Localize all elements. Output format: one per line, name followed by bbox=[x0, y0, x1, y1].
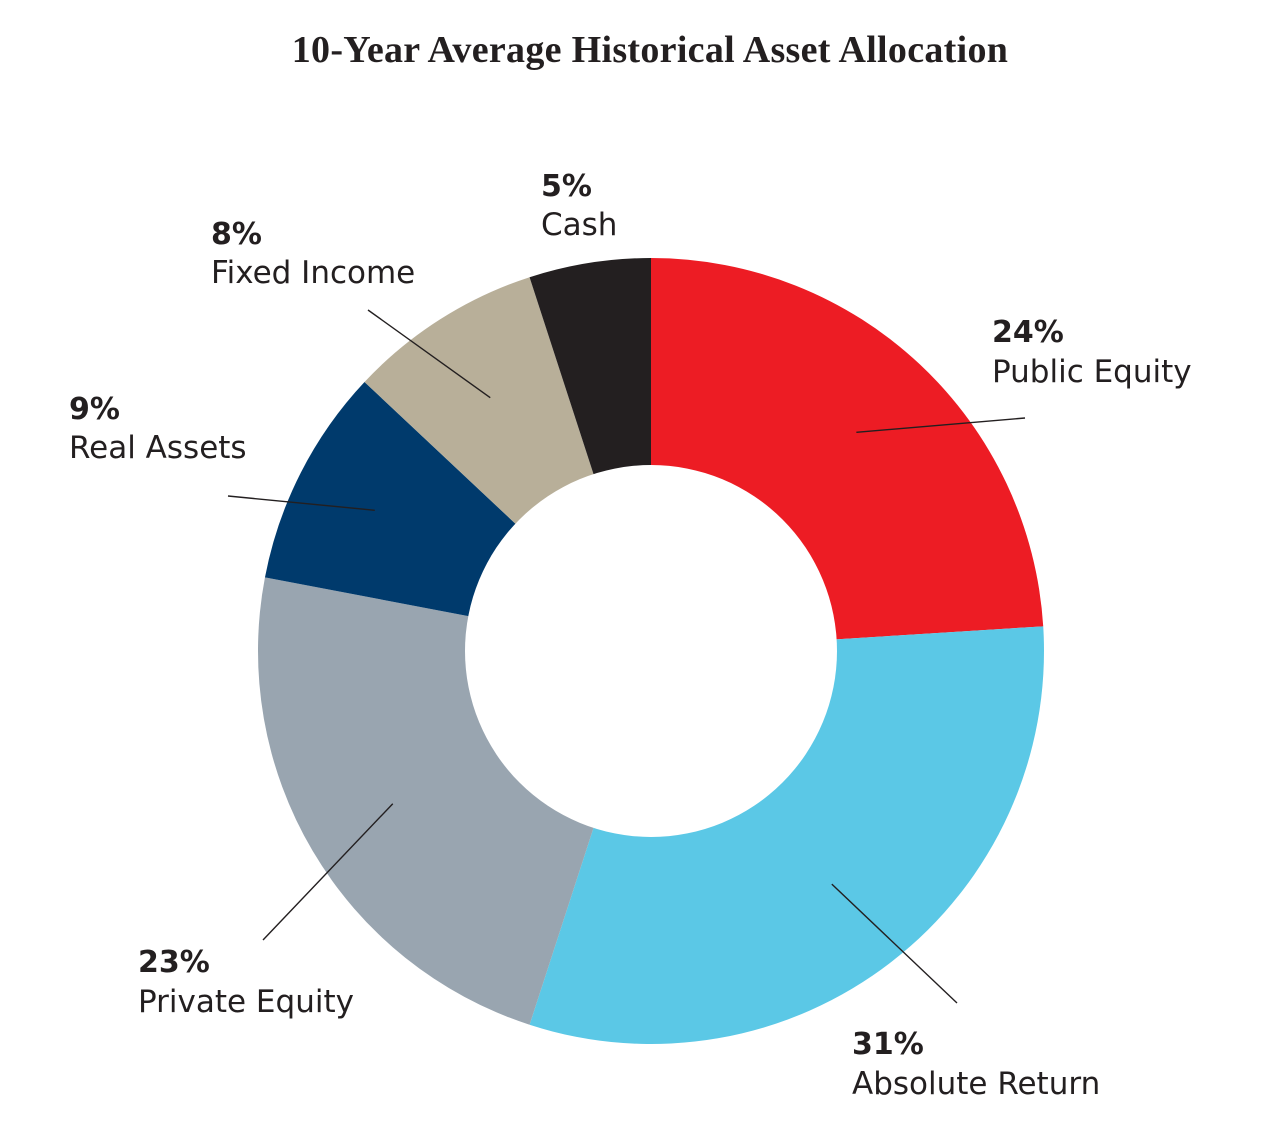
slice-percent-cash: 5% bbox=[541, 169, 592, 204]
slice-percent-private-equity: 23% bbox=[138, 945, 210, 980]
slice-label-cash: Cash bbox=[541, 207, 617, 243]
leader-line-real-assets bbox=[227, 495, 375, 511]
slice-percent-real-assets: 9% bbox=[69, 392, 120, 427]
leader-lines bbox=[227, 309, 1026, 1004]
leader-line-absolute-return bbox=[831, 883, 958, 1004]
donut-hole bbox=[465, 465, 837, 837]
leader-line-public-equity bbox=[856, 417, 1026, 434]
slice-label-public-equity: Public Equity bbox=[992, 354, 1192, 390]
slice-percent-fixed-income: 8% bbox=[211, 217, 262, 252]
slice-label-fixed-income: Fixed Income bbox=[211, 255, 415, 291]
leader-line-private-equity bbox=[262, 803, 394, 941]
slice-label-real-assets: Real Assets bbox=[69, 430, 247, 466]
slice-label-absolute-return: Absolute Return bbox=[852, 1066, 1100, 1102]
slice-percent-public-equity: 24% bbox=[992, 315, 1064, 350]
chart-title: 10-Year Average Historical Asset Allocat… bbox=[291, 29, 1009, 71]
slice-label-private-equity: Private Equity bbox=[138, 984, 354, 1020]
leader-line-fixed-income bbox=[367, 309, 491, 399]
slice-percent-absolute-return: 31% bbox=[852, 1027, 924, 1062]
